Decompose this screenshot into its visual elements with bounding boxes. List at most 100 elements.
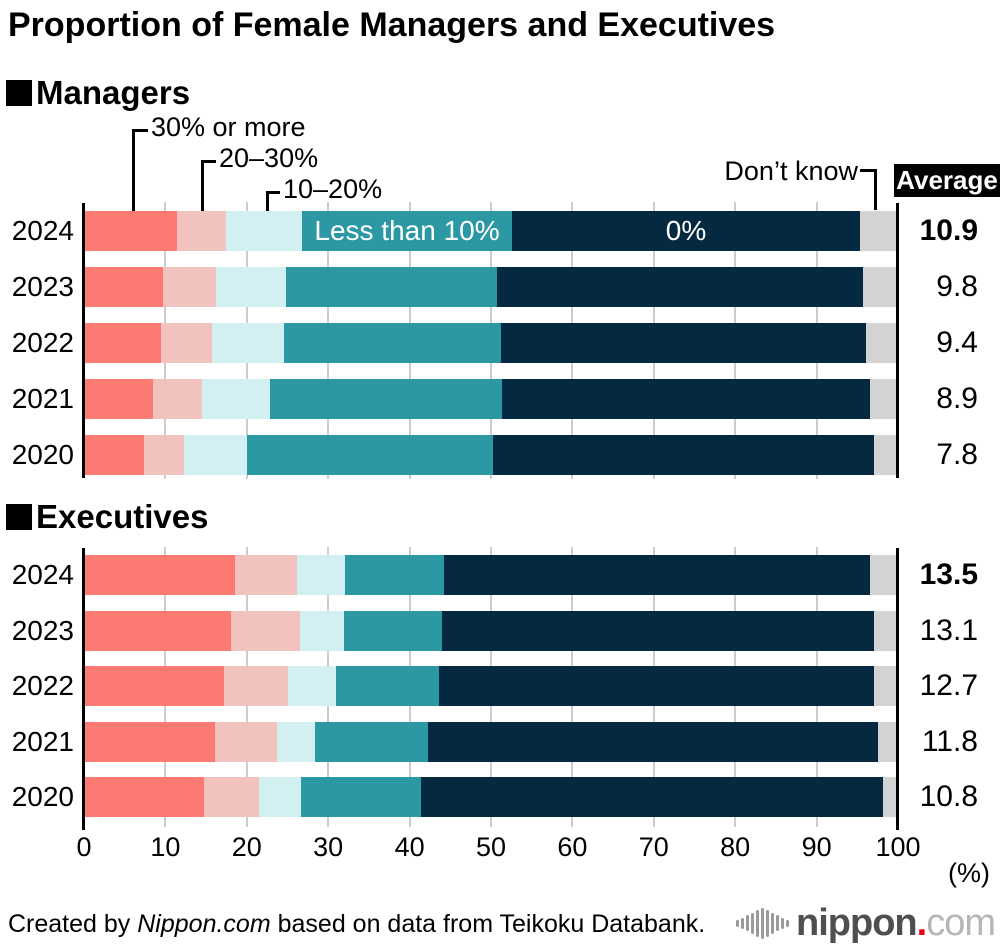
section-marker-icon xyxy=(6,80,32,106)
bar-segment-30-or-more xyxy=(84,379,154,419)
callout-tick-10-20 xyxy=(266,191,280,194)
bar-segment-don-t-know xyxy=(866,323,898,363)
bar-segment-10-20 xyxy=(215,267,286,307)
section-header-managers: Managers xyxy=(6,74,190,112)
page-title: Proportion of Female Managers and Execut… xyxy=(8,6,776,44)
bar-segment-10-20 xyxy=(259,777,301,817)
credit-suffix: based on data from Teikoku Databank. xyxy=(270,910,706,938)
average-value: 12.7 xyxy=(919,669,978,702)
bar-segment-don-t-know xyxy=(870,555,898,595)
bar-row xyxy=(84,611,898,651)
bar-row xyxy=(84,379,898,419)
x-axis-tick-label: 60 xyxy=(557,832,588,862)
bar-segment-30-or-more xyxy=(84,267,163,307)
callout-tick-dont-know xyxy=(860,169,877,172)
section-header-executives: Executives xyxy=(6,498,208,536)
bar-segment-10-20 xyxy=(202,379,271,419)
bar-segment-less-than-10 xyxy=(246,435,494,475)
section-label: Managers xyxy=(36,74,191,111)
bar-segment-10-20 xyxy=(288,666,337,706)
average-value: 7.8 xyxy=(936,438,978,471)
bar-segment-20-30 xyxy=(235,555,298,595)
bar-segment-10-20 xyxy=(211,323,285,363)
section-marker-icon xyxy=(6,504,32,530)
year-label: 2020 xyxy=(11,781,74,812)
bar-segment-don-t-know xyxy=(878,722,898,762)
callout-tick-20-30 xyxy=(201,160,216,163)
right-axis-line xyxy=(896,548,899,830)
bar-row xyxy=(84,777,898,817)
bar-segment-0 xyxy=(502,379,871,419)
logo-dot: . xyxy=(916,902,928,944)
y-axis-line xyxy=(82,548,85,830)
bar-segment-20-30 xyxy=(144,435,185,475)
bar-segment-don-t-know xyxy=(862,267,898,307)
callout-line-dont-know xyxy=(874,169,877,210)
average-value: 9.4 xyxy=(936,326,978,359)
x-axis-tick-label: 100 xyxy=(875,832,921,862)
bar-segment-0 xyxy=(500,323,867,363)
bar-segment-30-or-more xyxy=(84,777,204,817)
x-axis-tick-label: 50 xyxy=(475,832,507,862)
legend-label-10-20: 10–20% xyxy=(283,174,383,204)
logo-tld: com xyxy=(926,902,996,944)
x-axis-tick-label: 30 xyxy=(313,832,344,862)
bar-segment-0 xyxy=(420,777,884,817)
legend-label-20-30: 20–30% xyxy=(219,143,319,173)
credit-prefix: Created by xyxy=(8,910,138,938)
bar-row xyxy=(84,722,898,762)
year-label: 2023 xyxy=(11,615,74,646)
credit-source: Nippon.com xyxy=(137,910,271,938)
average-value: 11.8 xyxy=(921,725,978,758)
bar-segment-20-30 xyxy=(215,722,277,762)
inbar-label-zero: 0% xyxy=(665,215,707,246)
bar-segment-less-than-10 xyxy=(336,666,439,706)
year-label: 2022 xyxy=(11,670,74,701)
year-label: 2024 xyxy=(11,559,74,590)
bar-segment-don-t-know xyxy=(873,435,898,475)
bar-row xyxy=(84,435,898,475)
bar-segment-20-30 xyxy=(224,666,289,706)
year-label: 2023 xyxy=(11,271,74,302)
bar-segment-20-30 xyxy=(153,379,203,419)
bar-segment-0 xyxy=(438,666,875,706)
average-value: 13.5 xyxy=(919,558,978,591)
x-axis-tick-label: 20 xyxy=(231,832,262,862)
section-label: Executives xyxy=(36,498,209,535)
x-axis-unit-label: (%) xyxy=(948,858,990,888)
bar-segment-don-t-know xyxy=(874,666,898,706)
legend-label-30-plus: 30% or more xyxy=(151,112,306,142)
bar-segment-0 xyxy=(493,435,874,475)
average-header-label: Average xyxy=(896,165,998,195)
bar-segment-don-t-know xyxy=(870,379,898,419)
bar-segment-30-or-more xyxy=(84,323,162,363)
average-header-box: Average xyxy=(894,164,1000,197)
x-axis-tick-label: 40 xyxy=(394,832,425,862)
average-value: 10.8 xyxy=(919,780,978,813)
bar-segment-20-30 xyxy=(203,777,259,817)
y-axis-line xyxy=(82,203,85,478)
bar-segment-0 xyxy=(497,267,863,307)
bar-segment-0 xyxy=(512,211,860,251)
x-axis-tick-label: 80 xyxy=(720,832,751,862)
x-axis-tick-label: 10 xyxy=(150,832,181,862)
soundwave-icon xyxy=(736,903,790,943)
x-axis-tick-label: 0 xyxy=(76,832,92,862)
logo-name: nippon xyxy=(796,902,918,944)
average-value: 9.8 xyxy=(936,270,978,303)
inbar-label-less-than-10: Less than 10% xyxy=(314,215,500,246)
year-label: 2021 xyxy=(11,383,74,414)
callout-line-20-30 xyxy=(201,160,204,211)
bar-segment-0 xyxy=(443,555,871,595)
callout-tick-30-plus xyxy=(132,129,148,132)
callout-line-10-20 xyxy=(266,191,269,211)
bar-row xyxy=(84,666,898,706)
bar-segment-less-than-10 xyxy=(285,267,498,307)
bar-segment-30-or-more xyxy=(84,722,216,762)
bar-segment-10-20 xyxy=(226,211,303,251)
average-value: 13.1 xyxy=(919,614,978,647)
bar-segment-don-t-know xyxy=(859,211,898,251)
year-label: 2022 xyxy=(11,327,74,358)
bar-segment-10-20 xyxy=(299,611,344,651)
